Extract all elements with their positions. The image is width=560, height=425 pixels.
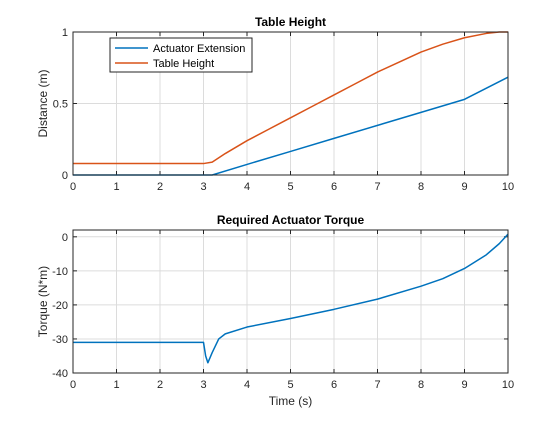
legend-label-actuator-extension: Actuator Extension	[153, 43, 245, 55]
y-tick-label: 0	[62, 232, 68, 244]
x-tick-label: 9	[461, 181, 467, 193]
chart-table-height: 0 1 2 3 4 5 6 7 8 9 10 0 0.5 1 Table Height Distance (m…	[36, 15, 514, 193]
y-axis-label: Distance (m)	[36, 69, 50, 137]
x-tick-label: 7	[374, 379, 380, 391]
x-tick-label: 6	[331, 379, 337, 391]
y-tick-label: -40	[52, 368, 68, 380]
x-tick-label: 1	[113, 379, 119, 391]
legend-label-table-height: Table Height	[153, 58, 214, 70]
x-tick-label: 8	[418, 379, 424, 391]
x-tick-label: 10	[502, 379, 514, 391]
chart-title: Required Actuator Torque	[217, 213, 365, 227]
x-tick-label: 6	[331, 181, 337, 193]
y-tick-label: 0.5	[53, 99, 68, 111]
chart-required-actuator-torque: 0 1 2 3 4 5 6 7 8 9 10 0 -10 -20 -30 -40 Required Actuat…	[36, 213, 514, 408]
x-tick-label: 4	[244, 181, 250, 193]
x-tick-label: 8	[418, 181, 424, 193]
legend: Actuator Extension Table Height	[109, 37, 253, 73]
x-tick-label: 5	[287, 379, 293, 391]
axes-box	[72, 31, 509, 176]
axes-box	[72, 229, 509, 374]
series-line-torque	[73, 233, 509, 364]
x-tick-label: 5	[287, 181, 293, 193]
x-tick-label: 0	[70, 379, 76, 391]
y-tick-label: 1	[62, 27, 68, 39]
x-tick-label: 4	[244, 379, 250, 391]
x-tick-label: 7	[374, 181, 380, 193]
x-tick-label: 3	[200, 379, 206, 391]
x-axis-label: Time (s)	[269, 394, 313, 408]
legend-box	[109, 37, 253, 73]
x-tick-label: 9	[461, 379, 467, 391]
x-tick-label: 1	[113, 181, 119, 193]
x-tick-label: 2	[157, 379, 163, 391]
y-tick-label: -30	[52, 334, 68, 346]
x-tick-label: 3	[200, 181, 206, 193]
x-tick-label: 0	[70, 181, 76, 193]
y-tick-label: 0	[62, 170, 68, 182]
y-tick-label: -10	[52, 266, 68, 278]
x-tick-label: 10	[502, 181, 514, 193]
y-tick-label: -20	[52, 300, 68, 312]
y-axis-label: Torque (N*m)	[36, 266, 50, 337]
series-line-table-height	[73, 31, 508, 165]
x-tick-label: 2	[157, 181, 163, 193]
chart-title: Table Height	[255, 15, 326, 29]
